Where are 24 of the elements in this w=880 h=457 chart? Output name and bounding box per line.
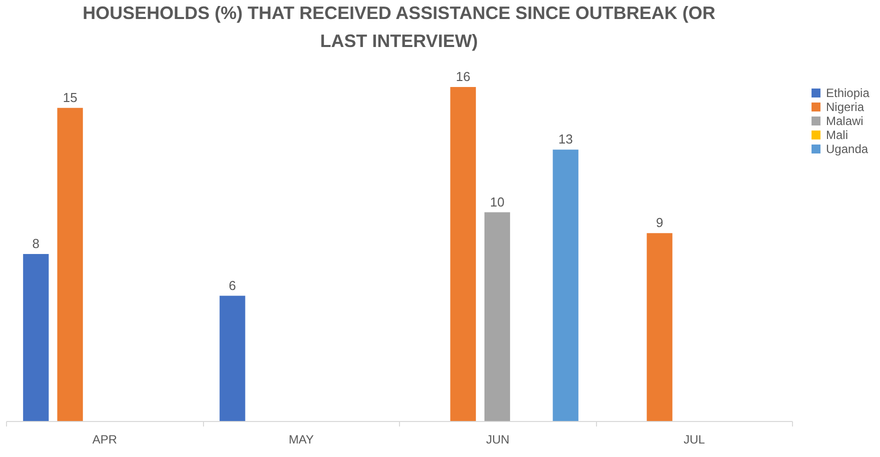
bar [552,150,578,421]
data-label: 16 [456,69,470,84]
bar [484,212,510,421]
x-tick-label: MAY [288,432,314,446]
data-label: 15 [62,90,78,105]
x-tick-label: APR [92,432,118,446]
data-label: 9 [656,215,664,230]
x-tick-label: JUN [486,432,510,446]
legend-label: Nigeria [826,100,864,114]
legend-label: Uganda [826,142,868,156]
bar [23,254,49,421]
data-label: 10 [490,194,504,210]
data-label: 13 [558,132,573,147]
bar [646,233,672,421]
legend-label: Malawi [826,114,864,128]
x-tick-label: JUL [684,432,706,446]
bar [450,87,476,421]
legend-label: Ethiopia [826,86,870,100]
data-label: 8 [32,236,40,251]
data-label: 6 [228,278,236,293]
chart-title: HOUSEHOLDS (%) THAT RECEIVED ASSISTANCE SINCE OUTBREAK (OR LAST INTERVIEW) [82,3,716,51]
bar [57,108,83,421]
bar [220,296,246,421]
legend-label: Mali [826,128,848,142]
